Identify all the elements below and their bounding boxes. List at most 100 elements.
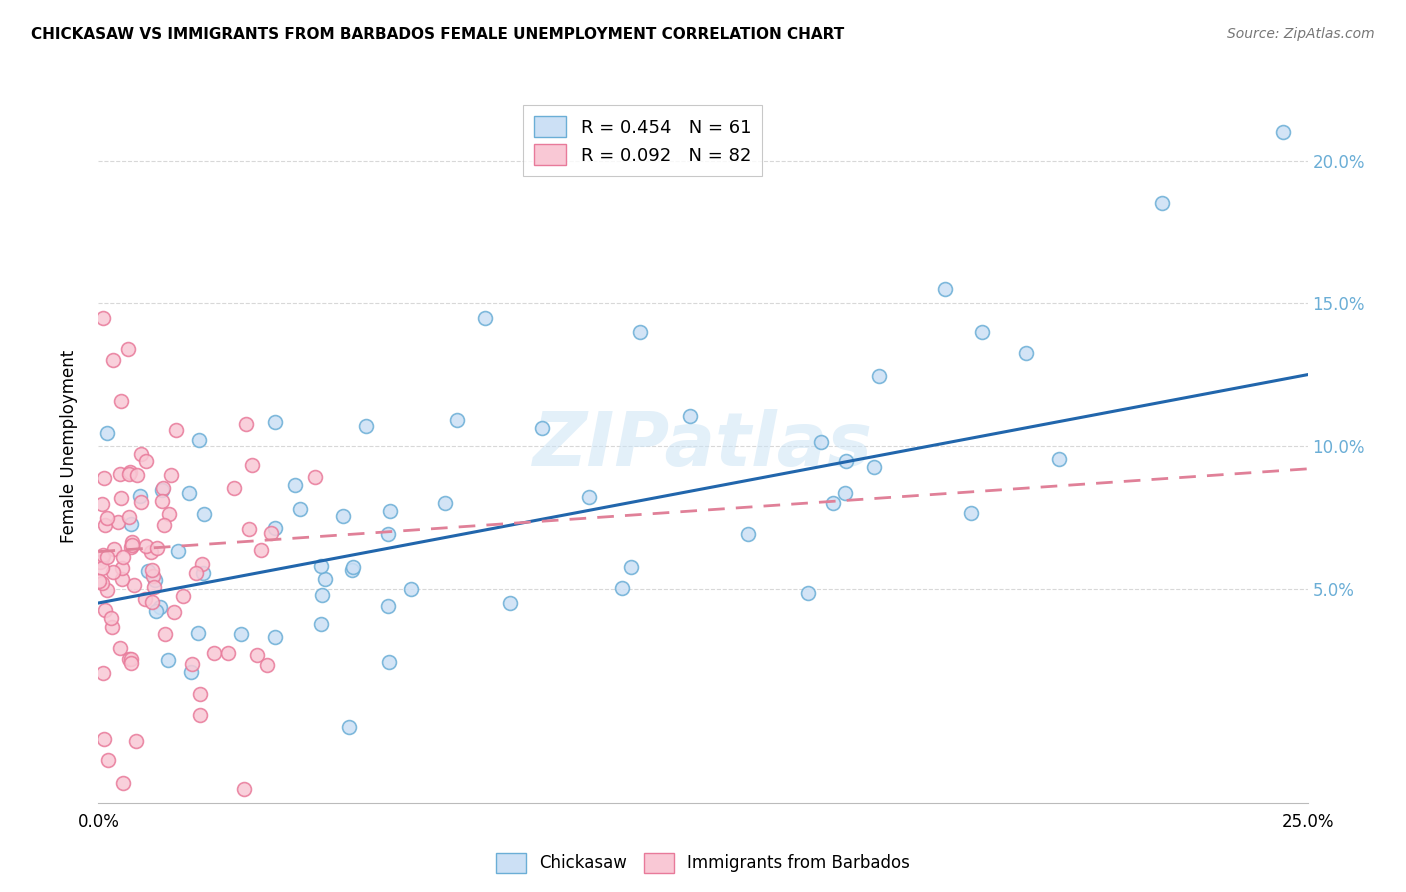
Point <box>737 526 759 541</box>
Point <box>474 310 496 325</box>
Point <box>90 497 112 511</box>
Point <box>342 563 364 577</box>
Point <box>188 687 211 701</box>
Point <box>235 417 257 431</box>
Point <box>377 599 399 614</box>
Point <box>91 551 114 566</box>
Point <box>142 568 165 582</box>
Point <box>433 495 456 509</box>
Point <box>135 539 157 553</box>
Point <box>101 353 124 368</box>
Text: ZIPatlas: ZIPatlas <box>533 409 873 483</box>
Point <box>93 666 115 681</box>
Point <box>612 581 634 595</box>
Point <box>399 582 422 596</box>
Point <box>157 652 180 666</box>
Point <box>578 490 600 504</box>
Point <box>862 460 884 475</box>
Point <box>217 646 239 660</box>
Point <box>101 619 124 633</box>
Point <box>108 467 131 481</box>
Point <box>264 415 287 429</box>
Point <box>90 576 112 591</box>
Point <box>934 282 956 296</box>
Point <box>531 421 554 435</box>
Point <box>264 521 287 535</box>
Point <box>499 596 522 610</box>
Point <box>87 574 110 588</box>
Point <box>342 560 364 574</box>
Point <box>332 508 354 523</box>
Point <box>135 454 157 468</box>
Point <box>149 600 172 615</box>
Point <box>314 572 336 586</box>
Point <box>122 578 145 592</box>
Point <box>834 486 856 500</box>
Point <box>94 518 117 533</box>
Point <box>188 707 211 722</box>
Point <box>96 425 118 440</box>
Point <box>240 458 263 472</box>
Point <box>141 563 163 577</box>
Point <box>145 604 167 618</box>
Point <box>111 561 134 575</box>
Point <box>129 495 152 509</box>
Point <box>165 423 187 437</box>
Point <box>970 325 993 339</box>
Point <box>129 447 152 461</box>
Point <box>180 665 202 679</box>
Point <box>184 566 207 580</box>
Point <box>120 651 142 665</box>
Point <box>117 342 139 356</box>
Point <box>143 580 166 594</box>
Point <box>380 504 402 518</box>
Point <box>620 559 643 574</box>
Point <box>191 566 214 581</box>
Point <box>222 481 245 495</box>
Point <box>304 470 326 484</box>
Point <box>163 605 186 619</box>
Point <box>141 595 163 609</box>
Point <box>193 507 215 521</box>
Point <box>1047 451 1070 466</box>
Point <box>103 542 125 557</box>
Point <box>823 496 845 510</box>
Point <box>160 467 183 482</box>
Point <box>118 651 141 665</box>
Point <box>93 732 115 747</box>
Point <box>960 507 983 521</box>
Point <box>868 368 890 383</box>
Point <box>179 486 201 500</box>
Point <box>120 516 142 531</box>
Point <box>172 589 194 603</box>
Point <box>290 502 312 516</box>
Point <box>110 394 132 409</box>
Point <box>121 538 143 552</box>
Point <box>150 494 173 508</box>
Point <box>377 527 399 541</box>
Point <box>143 573 166 587</box>
Point <box>810 435 832 450</box>
Point <box>127 467 149 482</box>
Point <box>120 541 142 555</box>
Point <box>167 543 190 558</box>
Point <box>107 515 129 529</box>
Point <box>246 648 269 663</box>
Point <box>94 603 117 617</box>
Point <box>93 471 115 485</box>
Point <box>188 433 211 447</box>
Point <box>337 720 360 734</box>
Point <box>157 508 180 522</box>
Point <box>1014 346 1036 360</box>
Point <box>191 558 214 572</box>
Point <box>120 656 142 670</box>
Point <box>256 657 278 672</box>
Point <box>229 627 252 641</box>
Point <box>129 489 152 503</box>
Point <box>311 559 333 574</box>
Point <box>378 655 401 669</box>
Point <box>121 535 143 549</box>
Point <box>446 413 468 427</box>
Point <box>134 592 156 607</box>
Point <box>91 310 114 325</box>
